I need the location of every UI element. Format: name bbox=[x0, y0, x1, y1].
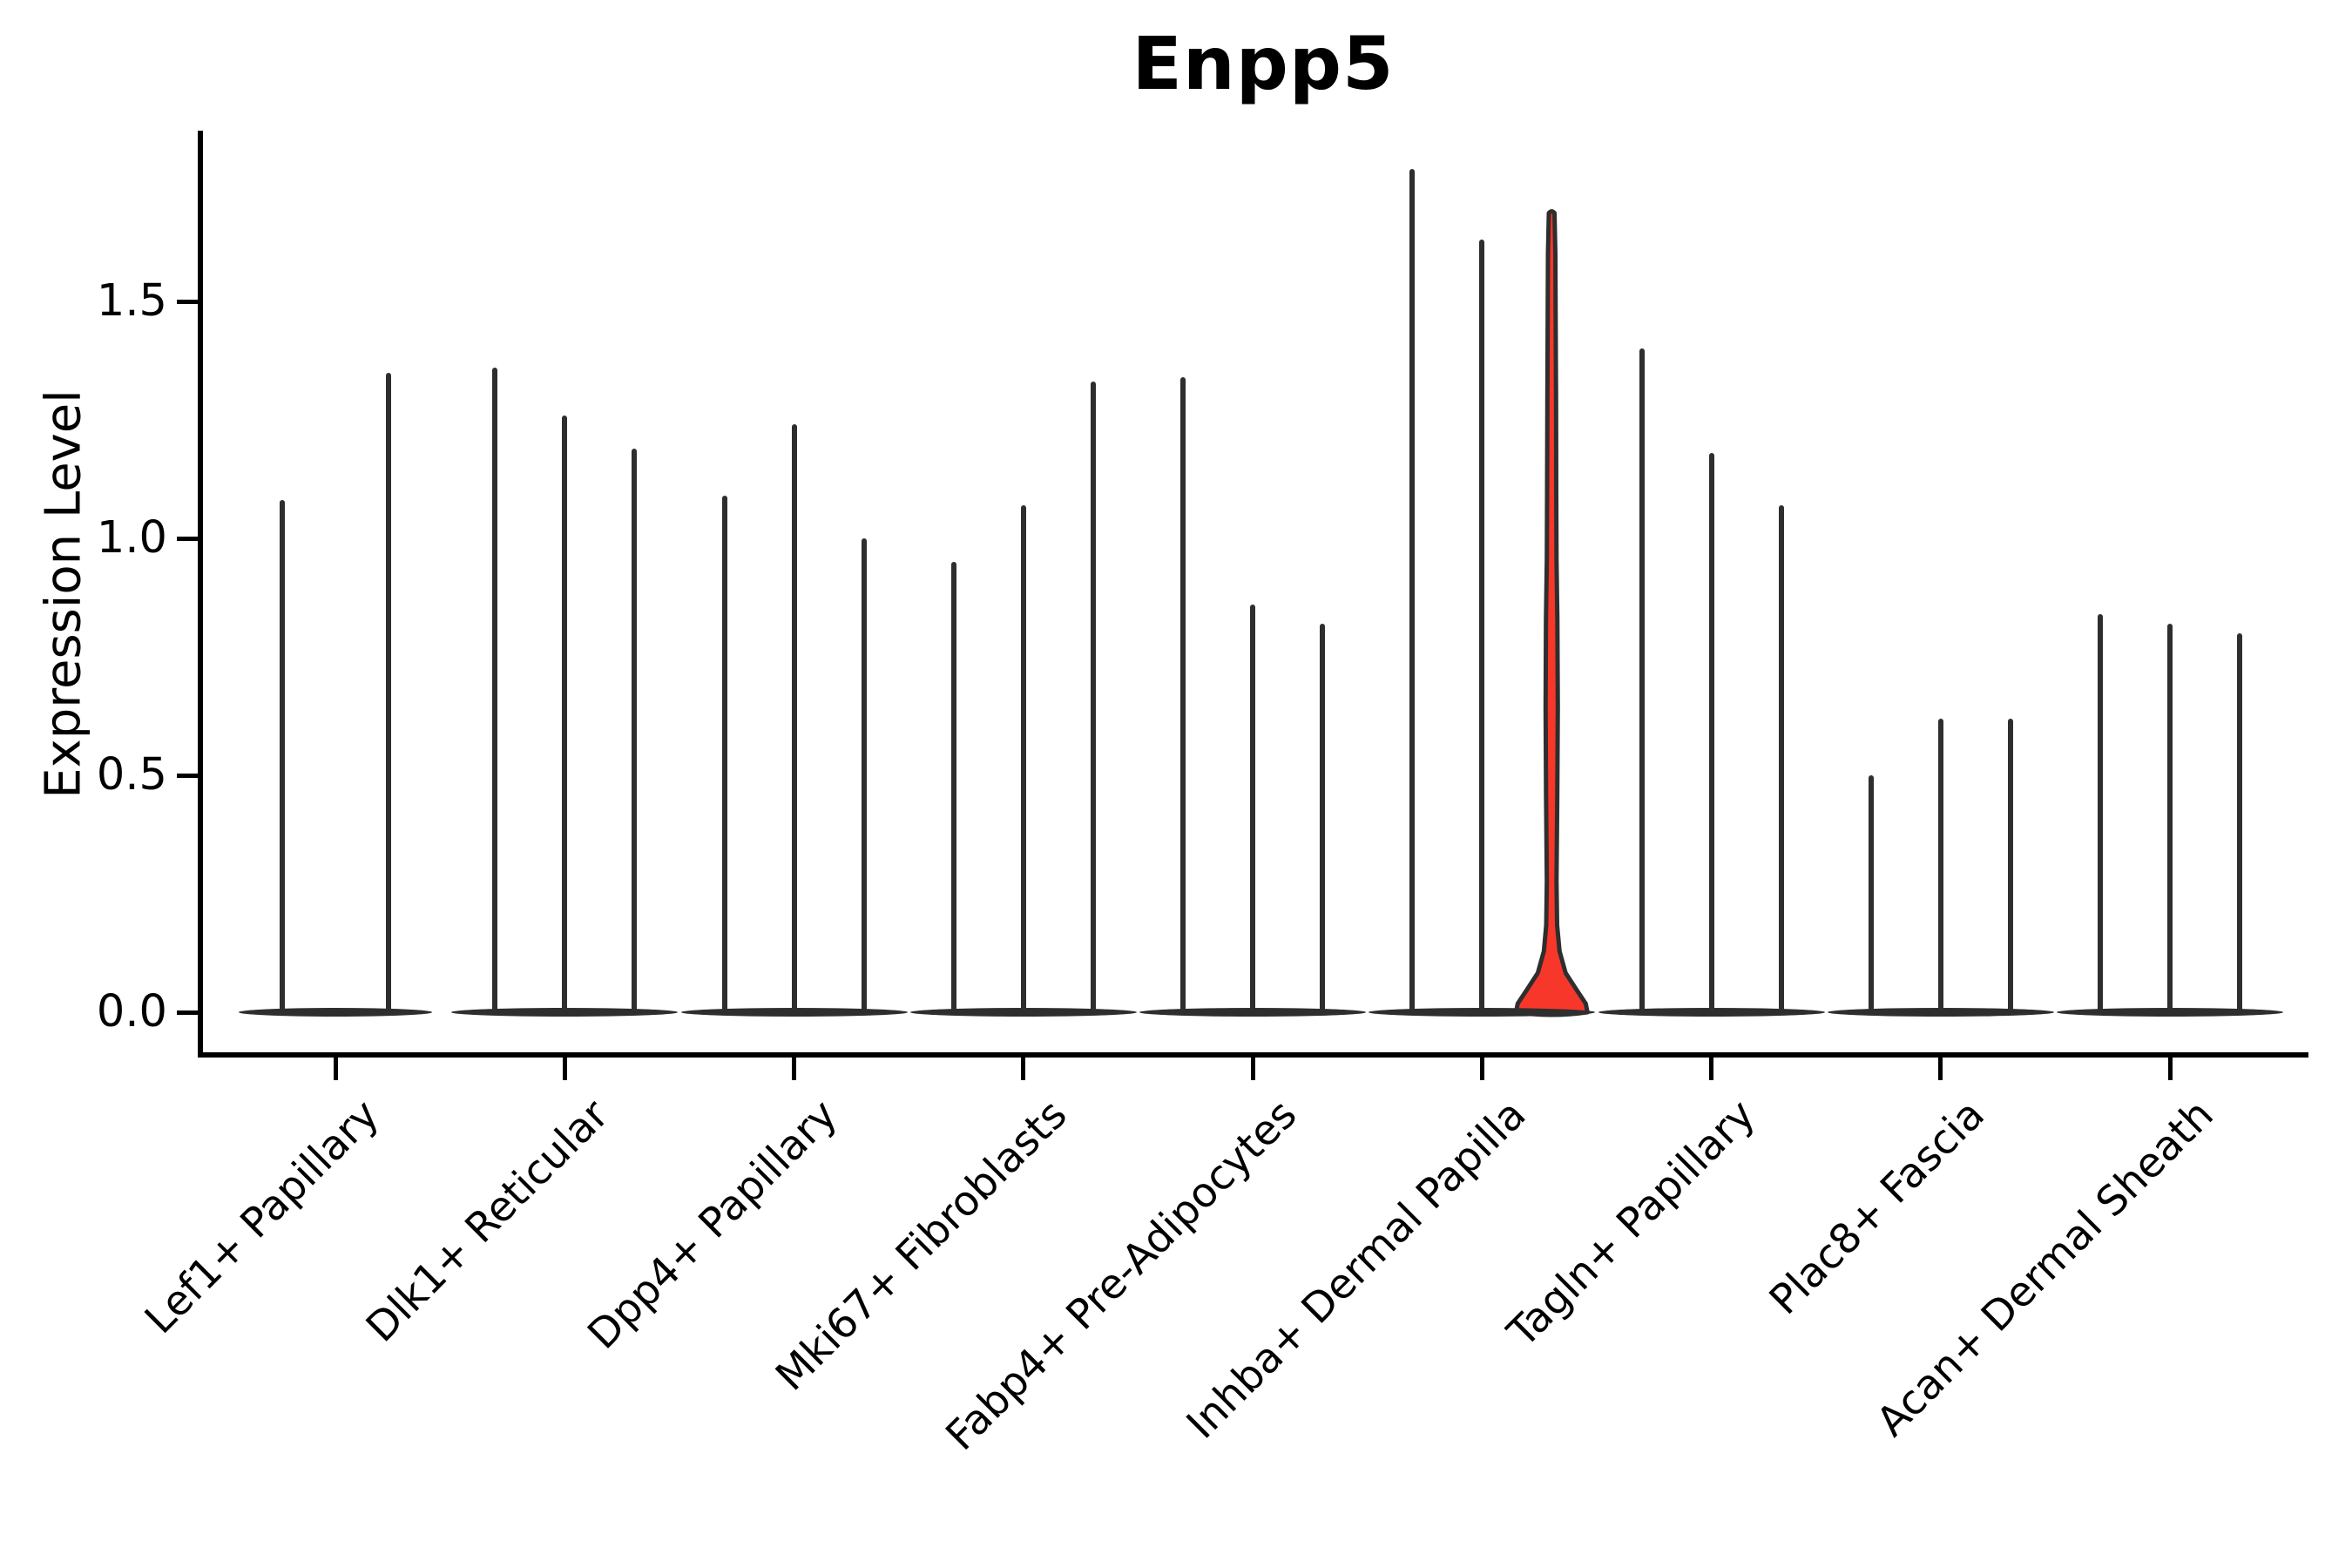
y-tick bbox=[177, 1010, 198, 1015]
violin-stem bbox=[1868, 775, 1874, 1012]
y-tick-label: 0.5 bbox=[96, 749, 167, 801]
violin-stem bbox=[1778, 504, 1784, 1012]
x-tick-label: Lef1+ Papillary bbox=[135, 1091, 389, 1343]
chart-title: Enpp5 bbox=[1132, 21, 1395, 106]
violin-stem bbox=[1937, 718, 1943, 1012]
y-tick-label: 1.0 bbox=[96, 512, 167, 564]
x-tick bbox=[1709, 1058, 1713, 1080]
x-tick bbox=[1479, 1058, 1484, 1080]
violin-stem bbox=[1250, 605, 1255, 1012]
x-tick bbox=[1250, 1058, 1255, 1080]
x-tick bbox=[1938, 1058, 1943, 1080]
bottom-spine bbox=[198, 1052, 2308, 1058]
left-spine bbox=[198, 131, 203, 1058]
violin-stem bbox=[280, 500, 285, 1012]
violin-stem bbox=[2007, 718, 2013, 1012]
violin-stem bbox=[721, 496, 727, 1012]
violin-base bbox=[2057, 1008, 2283, 1017]
y-tick-label: 1.5 bbox=[96, 275, 167, 327]
violin-stem bbox=[950, 562, 956, 1012]
violin-stem bbox=[1180, 377, 1186, 1012]
violin-base bbox=[909, 1008, 1137, 1017]
y-tick bbox=[177, 299, 198, 304]
violin-stem bbox=[2167, 623, 2173, 1012]
x-tick bbox=[792, 1058, 796, 1080]
violin-base bbox=[1369, 1008, 1596, 1017]
violin-stem bbox=[1409, 168, 1416, 1012]
x-tick-label: Plac8+ Fascia bbox=[1760, 1091, 1994, 1324]
y-tick bbox=[177, 773, 198, 778]
violin-stem bbox=[861, 538, 867, 1012]
violin-stem bbox=[1090, 382, 1096, 1012]
violin-stem bbox=[386, 372, 391, 1012]
violin-base bbox=[239, 1008, 432, 1017]
y-tick bbox=[177, 536, 198, 541]
x-tick-label: Dlk1+ Reticular bbox=[356, 1091, 618, 1352]
violin-stem bbox=[791, 424, 797, 1012]
violin-stem bbox=[1639, 348, 1645, 1012]
violin-stem bbox=[2098, 614, 2103, 1012]
x-tick-label: Dpp4+ Papillary bbox=[578, 1091, 848, 1359]
violin-base bbox=[1827, 1008, 2054, 1017]
y-tick-label: 0.0 bbox=[96, 986, 167, 1037]
x-tick bbox=[562, 1058, 567, 1080]
x-tick bbox=[333, 1058, 338, 1080]
violin-base bbox=[1139, 1008, 1366, 1017]
highlighted-violin bbox=[1513, 209, 1590, 1017]
violin-stem bbox=[562, 415, 568, 1012]
violin-base bbox=[680, 1008, 908, 1017]
x-tick-label: Tagln+ Papillary bbox=[1498, 1091, 1765, 1357]
violin-stem bbox=[1320, 623, 1325, 1012]
violin-stem bbox=[1020, 504, 1026, 1012]
violin-stem bbox=[1479, 240, 1485, 1012]
violin-base bbox=[451, 1008, 679, 1017]
violin-stem bbox=[632, 448, 638, 1012]
violin-base bbox=[1598, 1008, 1825, 1017]
violin-stem bbox=[1708, 453, 1714, 1012]
x-tick bbox=[1021, 1058, 1026, 1080]
violin-stem bbox=[492, 368, 498, 1012]
x-tick bbox=[2167, 1058, 2173, 1080]
violin-stem bbox=[2237, 632, 2242, 1012]
